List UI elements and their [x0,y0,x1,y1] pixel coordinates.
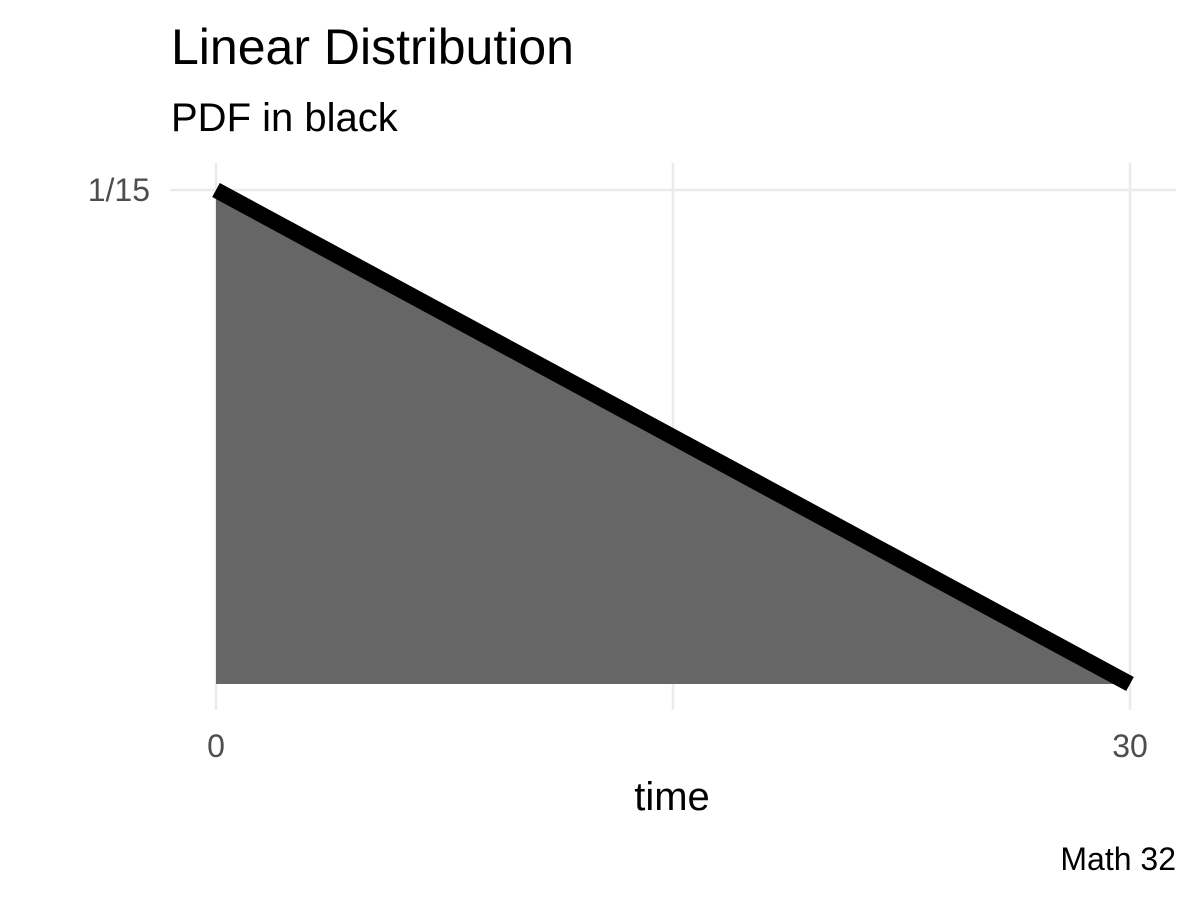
pdf-line [212,182,1134,692]
x-tick-label: 0 [207,728,225,764]
y-tick-label: 1/15 [88,172,150,208]
x-tick-label: 30 [1112,728,1148,764]
x-axis: 0 30 [207,728,1148,764]
chart-title: Linear Distribution [171,19,574,75]
chart-caption: Math 32 [1060,841,1176,877]
pdf-line-group [212,182,1134,692]
chart-subtitle: PDF in black [171,96,399,140]
x-axis-label: time [634,775,710,819]
y-axis: 1/15 [88,172,150,208]
